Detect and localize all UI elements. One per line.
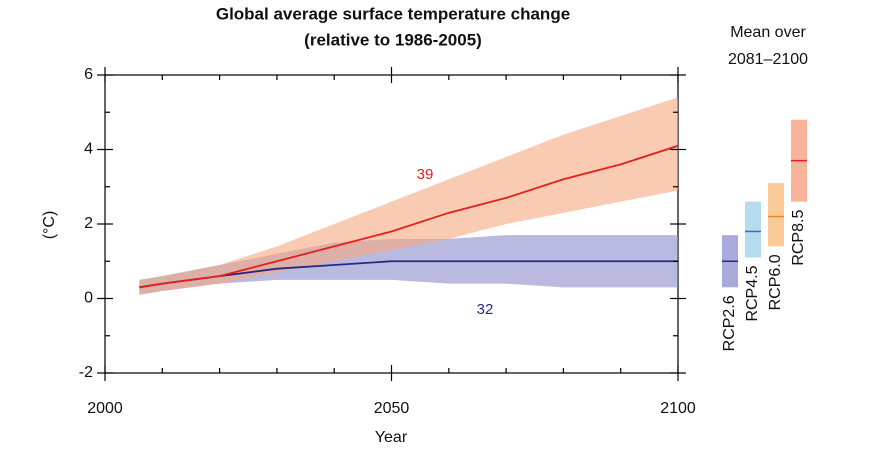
- y-axis-label: (°C): [41, 211, 58, 240]
- panel-title: 2081–2100: [728, 51, 808, 68]
- x-axis-label: Year: [375, 429, 408, 446]
- y-tick-label: 0: [84, 290, 93, 307]
- chart-title: Global average surface temperature chang…: [216, 4, 570, 23]
- x-tick-label: 2100: [660, 400, 696, 417]
- uncertainty-band: [139, 235, 678, 295]
- y-tick-label: 4: [84, 141, 93, 158]
- range-label: RCP4.5: [744, 265, 761, 321]
- range-label: RCP8.5: [790, 210, 807, 266]
- uncertainty-band: [139, 97, 678, 295]
- annotation: 32: [477, 301, 494, 318]
- y-tick-label: 6: [84, 66, 93, 83]
- range-label: RCP2.6: [721, 295, 738, 351]
- x-tick-label: 2000: [87, 400, 123, 417]
- annotation: 39: [417, 166, 434, 183]
- x-tick-label: 2050: [374, 400, 410, 417]
- y-tick-label: -2: [79, 364, 93, 381]
- panel-title: Mean over: [730, 24, 806, 41]
- series-line: [139, 144, 679, 289]
- y-tick-label: 2: [84, 215, 93, 232]
- range-box: [768, 183, 784, 247]
- range-label: RCP6.0: [767, 254, 784, 310]
- chart-subtitle: (relative to 1986-2005): [304, 30, 482, 49]
- range-box: [745, 201, 761, 258]
